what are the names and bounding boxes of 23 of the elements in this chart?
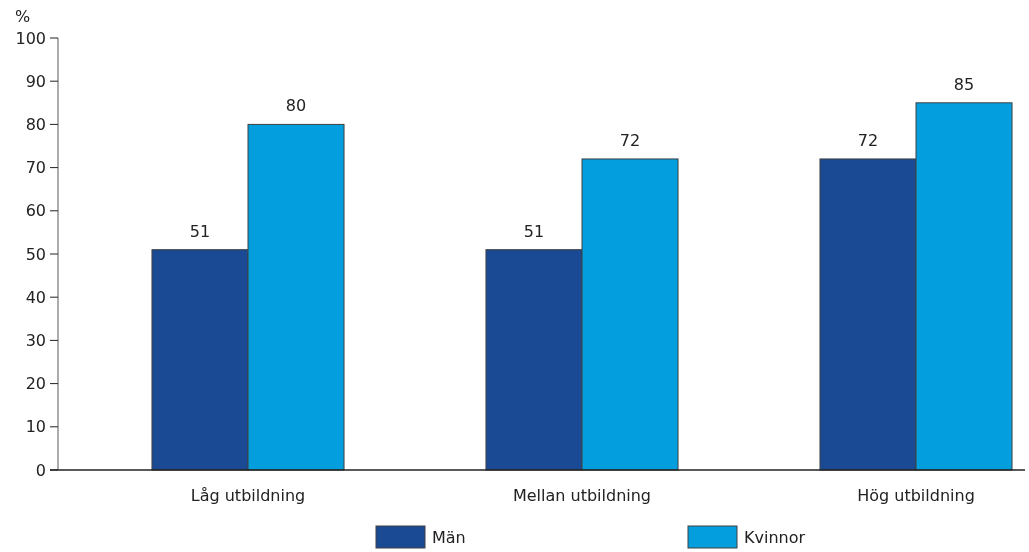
y-tick-label: 30 [25, 331, 46, 350]
data-label: 51 [523, 221, 545, 241]
legend-label: Kvinnor [744, 528, 806, 547]
y-tick-label: 90 [25, 71, 46, 91]
y-tick-label: 50 [25, 244, 46, 264]
legend-label: Män [432, 528, 466, 547]
data-label: 72 [619, 130, 641, 150]
y-tick-label: 60 [25, 201, 46, 221]
y-axis-title: % [15, 7, 31, 26]
y-tick-label: 40 [25, 287, 46, 307]
data-label: 51 [189, 221, 211, 241]
x-tick-label: Hög utbildning [857, 486, 975, 505]
x-tick-label: Mellan utbildning [512, 486, 652, 505]
y-tick-label: 80 [25, 115, 46, 134]
y-tick-label: 0 [35, 460, 46, 480]
y-tick-label: 20 [25, 374, 46, 394]
data-label: 80 [285, 96, 307, 116]
data-label: 85 [953, 74, 975, 94]
y-tick-label: 10 [25, 417, 46, 437]
y-tick-label: 100 [15, 28, 46, 48]
y-tick-label: 70 [25, 158, 46, 178]
x-tick-label: Låg utbildning [190, 486, 306, 505]
data-label: 72 [857, 130, 879, 150]
